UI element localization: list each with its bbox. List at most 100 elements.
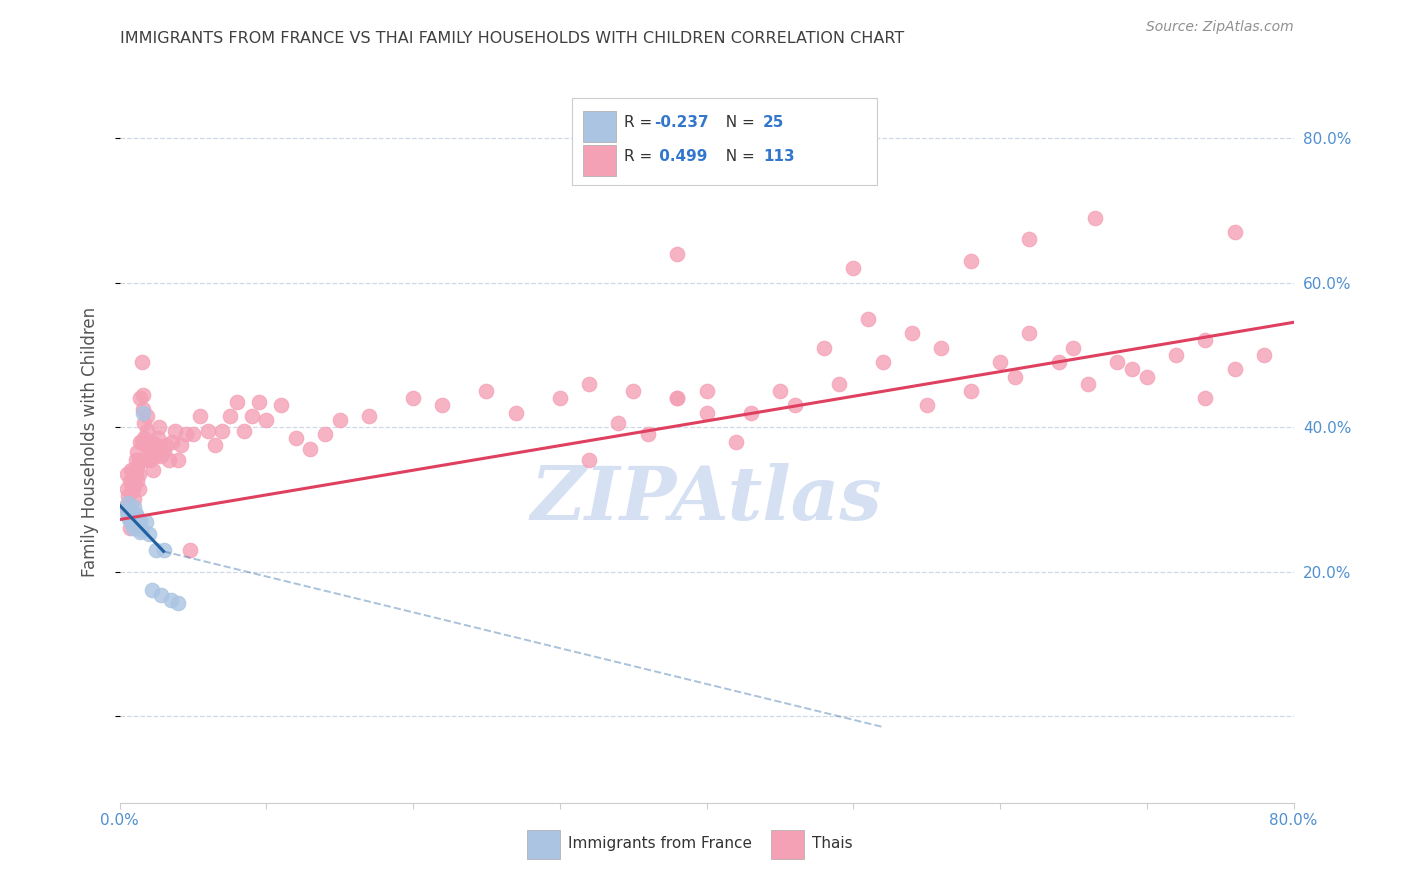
Point	[1121, 362, 1143, 376]
Point	[148, 420, 170, 434]
Point	[121, 467, 143, 481]
Point	[1164, 348, 1187, 362]
Point	[233, 424, 256, 438]
Point	[813, 341, 835, 355]
Point	[128, 452, 150, 467]
Text: ZIPAtlas: ZIPAtlas	[530, 463, 883, 535]
Point	[160, 593, 183, 607]
Point	[1194, 391, 1216, 405]
Point	[129, 524, 152, 539]
Point	[167, 596, 190, 610]
Point	[1253, 348, 1275, 362]
Point	[621, 384, 644, 398]
Point	[132, 406, 155, 420]
Point	[145, 438, 167, 452]
Point	[607, 417, 630, 431]
Point	[240, 409, 263, 424]
Point	[666, 246, 689, 260]
Point	[188, 409, 211, 424]
Point	[157, 452, 180, 467]
FancyBboxPatch shape	[571, 98, 877, 185]
Point	[118, 507, 141, 521]
Point	[1047, 355, 1070, 369]
Point	[179, 542, 201, 557]
Point	[129, 514, 152, 528]
Point	[134, 417, 156, 431]
Point	[329, 413, 352, 427]
Point	[118, 514, 141, 528]
Point	[856, 311, 879, 326]
Point	[1004, 369, 1026, 384]
Point	[357, 409, 380, 424]
Point	[769, 384, 792, 398]
Point	[247, 394, 270, 409]
Point	[152, 542, 174, 557]
Point	[578, 376, 600, 391]
Point	[181, 427, 204, 442]
FancyBboxPatch shape	[583, 145, 616, 176]
Point	[842, 261, 865, 276]
Point	[132, 402, 155, 417]
Text: N =: N =	[716, 149, 759, 164]
Point	[197, 424, 219, 438]
Point	[872, 355, 894, 369]
Point	[117, 489, 139, 503]
Text: IMMIGRANTS FROM FRANCE VS THAI FAMILY HOUSEHOLDS WITH CHILDREN CORRELATION CHART: IMMIGRANTS FROM FRANCE VS THAI FAMILY HO…	[120, 31, 904, 46]
Point	[139, 452, 162, 467]
Point	[143, 449, 166, 463]
Text: Immigrants from France: Immigrants from France	[568, 837, 752, 852]
Point	[299, 442, 322, 456]
Text: N =: N =	[716, 115, 759, 130]
Point	[174, 427, 197, 442]
Point	[988, 355, 1011, 369]
Point	[115, 482, 138, 496]
Point	[118, 507, 141, 521]
Point	[931, 341, 953, 355]
Point	[128, 482, 150, 496]
Text: -0.237: -0.237	[654, 115, 709, 130]
Point	[121, 510, 143, 524]
Point	[122, 492, 145, 507]
Text: R =: R =	[624, 115, 658, 130]
Point	[783, 398, 806, 412]
Point	[915, 398, 938, 412]
Point	[1084, 211, 1107, 225]
Point	[114, 503, 136, 517]
Point	[284, 431, 307, 445]
Point	[127, 475, 149, 489]
FancyBboxPatch shape	[583, 112, 616, 142]
Point	[128, 467, 150, 481]
Point	[135, 516, 157, 530]
Point	[167, 452, 190, 467]
Point	[165, 424, 187, 438]
FancyBboxPatch shape	[527, 830, 560, 859]
Point	[135, 452, 157, 467]
Point	[724, 434, 747, 449]
Text: R =: R =	[624, 149, 658, 164]
Point	[155, 438, 177, 452]
Point	[1107, 355, 1129, 369]
Point	[959, 253, 981, 268]
Point	[124, 507, 146, 521]
Point	[578, 452, 600, 467]
Point	[122, 478, 145, 492]
Point	[666, 391, 689, 405]
Point	[152, 445, 174, 459]
Point	[121, 482, 143, 496]
Point	[131, 523, 153, 537]
Point	[637, 427, 659, 442]
Point	[136, 409, 159, 424]
Point	[141, 434, 163, 449]
Text: 0.499: 0.499	[654, 149, 707, 164]
Point	[1223, 362, 1246, 376]
Text: 113: 113	[763, 149, 794, 164]
Point	[127, 445, 149, 459]
Point	[142, 463, 165, 477]
Point	[505, 406, 527, 420]
Point	[135, 438, 157, 452]
Point	[121, 521, 143, 535]
Point	[145, 542, 167, 557]
Point	[138, 434, 160, 449]
Point	[120, 485, 142, 500]
Point	[475, 384, 498, 398]
